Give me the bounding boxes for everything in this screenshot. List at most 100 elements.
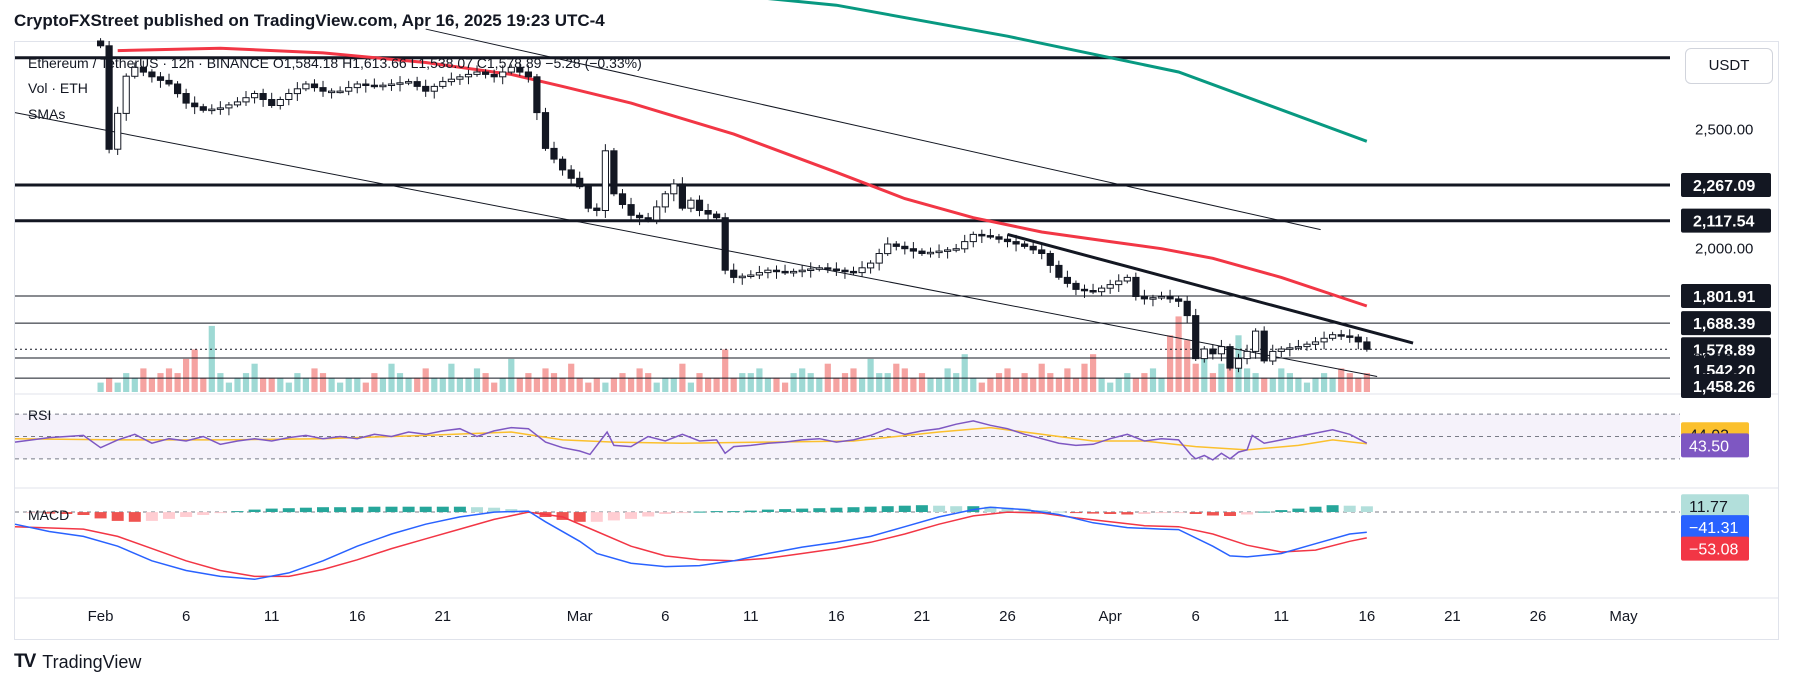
candle-body: [935, 250, 943, 254]
volume-bar: [713, 377, 720, 392]
volume-bar: [97, 382, 104, 392]
x-tick-label: 11: [1274, 608, 1290, 625]
x-tick-label: 21: [434, 608, 451, 625]
macd-histogram-bar: [1275, 510, 1288, 512]
candle-body: [670, 183, 678, 195]
volume-bar: [242, 373, 250, 392]
currency-button[interactable]: USDT: [1685, 48, 1773, 84]
candle-body: [815, 267, 823, 270]
candle-body: [328, 90, 336, 94]
candle-body: [798, 269, 806, 273]
volume-bar: [217, 373, 224, 392]
volume-bar: [662, 377, 669, 392]
tradingview-brand[interactable]: TV TradingView: [14, 651, 141, 673]
candle-body: [199, 106, 207, 111]
candle-body: [1329, 334, 1337, 339]
volume-legend[interactable]: Vol · ETH: [28, 80, 88, 96]
macd-legend[interactable]: MACD: [28, 507, 70, 523]
volume-bar: [628, 377, 635, 392]
macd-histogram-bar: [847, 507, 860, 513]
sma-legend[interactable]: SMAs: [28, 106, 66, 122]
candle-body: [345, 87, 353, 92]
volume-bar: [1209, 373, 1216, 392]
volume-bar: [1244, 368, 1251, 392]
symbol-legend[interactable]: Ethereum / TetherUS · 12h · BINANCE O1,5…: [28, 55, 642, 71]
volume-bar: [1090, 354, 1097, 392]
volume-bar: [1141, 373, 1148, 392]
volume-bar: [379, 377, 386, 392]
candle-body: [926, 251, 935, 255]
macd-histogram-bar: [265, 508, 278, 512]
volume-bar: [944, 368, 951, 392]
candle-body: [1123, 276, 1131, 282]
volume-bar: [722, 349, 729, 392]
candle-body: [225, 104, 233, 109]
macd-histogram-bar: [779, 509, 792, 512]
rsi-signal-line: [14, 426, 1367, 451]
x-tick-label: Mar: [567, 608, 593, 625]
candle-body: [1115, 280, 1123, 286]
volume-bar: [277, 377, 284, 392]
macd-histogram-bar: [556, 512, 569, 520]
candle-body: [422, 85, 430, 92]
candle-body: [370, 84, 378, 88]
volume-bar: [508, 358, 515, 392]
candle-body: [1192, 315, 1200, 360]
rsi-legend[interactable]: RSI: [28, 407, 52, 423]
macd-histogram-bar: [197, 512, 210, 515]
macd-histogram-bar: [351, 507, 364, 513]
volume-bar: [1355, 377, 1362, 392]
x-tick-label: 16: [828, 608, 845, 625]
volume-bar: [859, 377, 866, 392]
volume-bar: [311, 368, 318, 392]
volume-bar: [953, 373, 960, 392]
candle-body: [824, 267, 832, 270]
candle-body: [165, 79, 173, 85]
volume-bar: [696, 373, 703, 392]
candles-layer: [97, 38, 1371, 373]
macd-histogram-bar: [1292, 508, 1305, 512]
sma-layer: [117, 0, 1368, 308]
macd-histogram-bar: [145, 512, 158, 521]
y-axis: 2,500.00 2,000.00 2,267.09 2,117.54 1,801.91…: [1681, 121, 1771, 561]
volume-bar: [910, 377, 917, 392]
channel-upper-line: [425, 28, 1321, 231]
candle-body: [268, 99, 276, 106]
price-tag-bg: [1681, 374, 1771, 399]
rsi-panel: [14, 413, 1680, 461]
candle-body: [233, 101, 242, 106]
candle-body: [909, 248, 917, 252]
candle-body: [944, 249, 952, 252]
macd-histogram-bar: [761, 509, 774, 512]
candle-body: [533, 76, 541, 114]
volume-bar: [833, 377, 840, 392]
candle-body: [704, 210, 712, 215]
volume-bar: [807, 373, 814, 392]
x-tick-label: 11: [743, 608, 759, 625]
candle-body: [636, 214, 644, 219]
macd-histogram-bar: [214, 512, 227, 514]
candle-body: [644, 217, 652, 221]
volume-bar: [1226, 349, 1234, 392]
candle-body: [499, 71, 507, 78]
candle-body: [456, 76, 464, 80]
price-tag-label: 2,117.54: [1693, 214, 1755, 231]
macd-histogram-bar: [744, 510, 757, 513]
macd-histogram-bar: [1309, 506, 1322, 513]
macd-histogram-bar: [1052, 511, 1065, 513]
candle-body: [1098, 287, 1106, 293]
macd-histogram-bar: [163, 512, 175, 519]
volume-bar: [841, 373, 849, 392]
volume-bar: [1030, 377, 1037, 392]
candle-body: [430, 85, 438, 92]
candle-body: [182, 93, 190, 104]
volume-bar: [328, 377, 335, 392]
x-axis: Feb 6 11 16 21 Mar 6 11 16 21 26 Apr 6 11 16 21 26 May: [88, 608, 1639, 625]
volume-bar: [1269, 377, 1276, 392]
volume-bar: [978, 382, 985, 392]
chart-frame: [14, 41, 1779, 640]
volume-bar: [1124, 373, 1131, 392]
candle-body: [747, 274, 755, 277]
volume-bar: [1107, 382, 1114, 392]
